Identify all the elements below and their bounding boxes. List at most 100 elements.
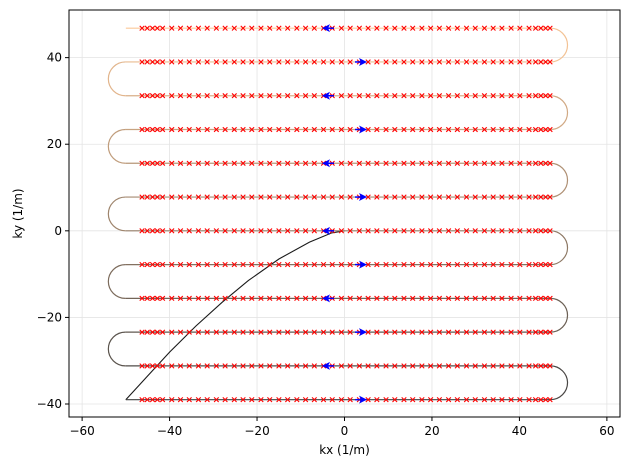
y-axis-ticks: −40 −20 0 20 40 [37, 51, 69, 411]
sample-marker [383, 25, 389, 31]
sample-marker [499, 363, 505, 369]
sample-marker [249, 126, 255, 133]
sample-marker [276, 126, 282, 133]
sample-marker [284, 363, 291, 369]
sample-marker [436, 126, 443, 133]
sample-marker [311, 93, 318, 99]
sample-marker [499, 59, 505, 65]
sample-marker [481, 396, 488, 403]
sample-marker [508, 329, 514, 335]
sample-marker [231, 396, 237, 403]
sample-marker [320, 329, 327, 335]
sample-marker [320, 261, 327, 268]
sample-marker [338, 59, 345, 65]
sample-marker [490, 329, 496, 335]
direction-arrow-head [358, 395, 367, 404]
sample-marker [526, 295, 532, 302]
sample-marker [139, 295, 145, 302]
sample-marker [294, 295, 300, 302]
sample-marker [472, 228, 478, 234]
sample-marker [149, 59, 156, 65]
sample-marker [231, 59, 237, 65]
sample-marker [410, 160, 416, 166]
sample-marker [526, 396, 532, 403]
sample-marker [410, 228, 416, 234]
sample-marker [532, 93, 539, 99]
sample-marker [463, 261, 470, 268]
sample-marker [365, 25, 371, 31]
sample-marker [508, 93, 514, 99]
sample-marker [419, 93, 425, 99]
sample-marker [213, 295, 220, 302]
sample-marker [401, 396, 407, 403]
sample-marker [213, 25, 220, 31]
sample-marker [177, 295, 184, 302]
sample-marker [383, 160, 389, 166]
sample-marker [249, 396, 255, 403]
sample-marker [329, 261, 335, 268]
y-tick-label: 20 [47, 137, 62, 151]
sample-marker [154, 295, 161, 302]
sample-marker [419, 228, 425, 234]
sample-marker [454, 396, 461, 403]
sample-marker [365, 194, 371, 200]
sample-marker [526, 126, 532, 133]
sample-marker [186, 396, 192, 403]
sample-marker [139, 194, 145, 200]
sample-marker [186, 261, 192, 268]
sample-marker [276, 228, 282, 234]
sample-marker [139, 59, 145, 65]
sample-marker [154, 194, 161, 200]
sample-marker [204, 59, 210, 65]
sample-marker [517, 396, 523, 403]
sample-marker [481, 228, 488, 234]
sample-marker [338, 261, 345, 268]
sample-marker [195, 59, 202, 65]
sample-marker [481, 295, 488, 302]
sample-marker [538, 329, 544, 335]
sample-marker [526, 363, 532, 369]
sample-marker [538, 194, 544, 200]
sample-marker [392, 59, 398, 65]
sample-marker [410, 126, 416, 133]
sample-marker [258, 25, 264, 31]
sample-marker [356, 160, 363, 166]
sample-marker [445, 160, 452, 166]
sample-marker [499, 329, 505, 335]
sample-marker [231, 228, 237, 234]
sample-marker [472, 59, 478, 65]
sample-marker [186, 363, 192, 369]
sample-marker [186, 160, 192, 166]
sample-marker [365, 93, 371, 99]
sample-marker [365, 396, 371, 403]
sample-marker [231, 93, 237, 99]
turn-arc [550, 27, 569, 63]
sample-marker [204, 261, 210, 268]
sample-marker [154, 228, 161, 234]
sample-marker [463, 228, 470, 234]
sample-marker [547, 363, 553, 369]
sample-marker [463, 59, 470, 65]
sample-marker [222, 160, 228, 166]
sample-marker [258, 126, 264, 133]
sample-marker [302, 396, 309, 403]
sample-marker [445, 59, 452, 65]
sample-marker [347, 261, 353, 268]
sample-marker [427, 59, 434, 65]
sample-marker [213, 363, 220, 369]
sample-marker [195, 396, 202, 403]
sample-marker [213, 228, 220, 234]
sample-marker [284, 295, 291, 302]
sample-marker [302, 126, 309, 133]
sample-marker [258, 93, 264, 99]
sample-marker [267, 160, 273, 166]
sample-marker [374, 396, 380, 403]
sample-marker [284, 59, 291, 65]
sample-marker [401, 93, 407, 99]
sample-marker [490, 126, 496, 133]
sample-marker [177, 329, 184, 335]
sample-marker [154, 93, 161, 99]
sample-marker [240, 363, 246, 369]
sample-marker [139, 261, 145, 268]
sample-marker [204, 295, 210, 302]
